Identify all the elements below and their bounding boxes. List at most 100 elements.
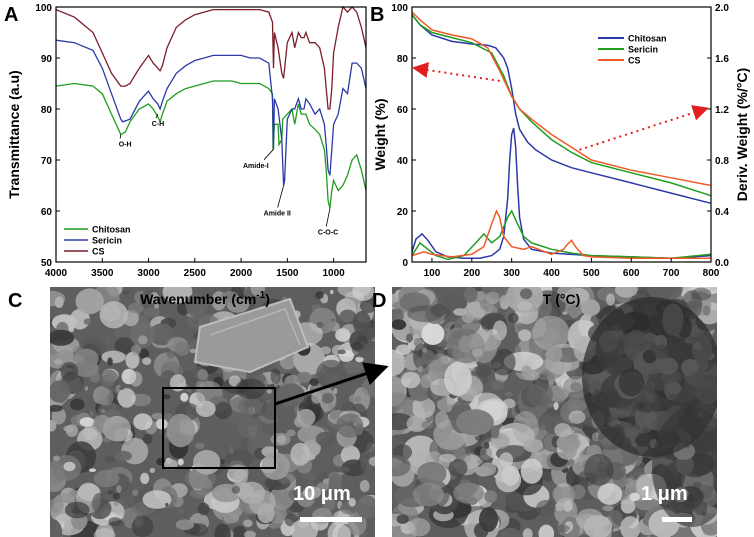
ftir-chart: 4000 3500 3000 2500 2000 1500 1000 50 60 70 80 90 10…	[6, 3, 367, 307]
sem-particle	[330, 318, 336, 322]
sem-particle	[392, 308, 404, 324]
sem-particle	[526, 382, 554, 408]
ftir-annotation-label: C-H	[152, 121, 164, 128]
tga-y2-axis-label: Deriv. Weight (%/°C)	[734, 68, 750, 201]
sem-particle	[114, 450, 132, 462]
sem-particle	[132, 489, 139, 496]
sem-particle	[93, 528, 116, 537]
sem-particle	[499, 527, 522, 537]
sem-particle	[174, 341, 190, 356]
sem-particle	[309, 378, 320, 386]
sem-particle	[237, 418, 263, 439]
sem-particle	[329, 410, 340, 420]
sem-particle	[71, 346, 85, 363]
ftir-annotation-leader	[119, 134, 122, 139]
tga-legend-entry: Sericin	[628, 45, 658, 55]
sem-particle	[214, 401, 232, 420]
sem-particle	[164, 459, 178, 470]
tga-y-axis-label: Weight (%)	[372, 98, 388, 170]
sem-particle	[339, 309, 357, 325]
sem-particle	[583, 515, 613, 537]
tga-x-tick-label: 700	[663, 268, 680, 279]
sem-particle	[104, 456, 117, 463]
sem-particle	[512, 411, 539, 444]
sem-particle	[177, 458, 184, 466]
sem-particle	[50, 518, 63, 537]
sem-particle	[143, 307, 161, 318]
sem-particle	[65, 424, 79, 437]
sem-particle	[165, 502, 169, 507]
sem-particle	[162, 287, 193, 304]
ftir-annotation-leader	[155, 113, 159, 119]
sem-particle	[197, 369, 208, 381]
sem-particle	[417, 461, 447, 486]
sem-particle	[455, 409, 494, 436]
sem-particle	[552, 487, 563, 501]
sem-particle	[140, 472, 150, 485]
sem-particle	[162, 394, 171, 400]
tga-y-tick-label: 60	[397, 105, 409, 116]
sem-particle	[567, 393, 587, 416]
sem-particle	[368, 456, 375, 467]
sem-particle	[501, 465, 520, 486]
sem-particle	[89, 410, 94, 417]
tga-x-tick-label: 100	[424, 268, 441, 279]
sem-particle	[63, 461, 76, 472]
panel-label-d: D	[372, 290, 387, 312]
sem-particle	[474, 364, 492, 378]
sem-particle	[231, 485, 241, 494]
sem-particle	[195, 400, 216, 417]
tga-legend-entry: Chitosan	[628, 34, 667, 44]
tga-y-tick-label: 80	[397, 54, 409, 65]
sem-particle	[361, 322, 375, 340]
tga-y-tick-label: 0	[402, 258, 408, 269]
sem-particle	[315, 291, 324, 299]
sem-particle	[149, 467, 155, 473]
sem-particle	[303, 486, 321, 499]
sem-particle	[584, 453, 614, 486]
sem-particle	[536, 499, 556, 517]
sem-particle	[89, 468, 96, 472]
sem-particle	[64, 501, 90, 519]
tga-deriv-line-sericin	[411, 209, 712, 261]
sem-particle	[151, 412, 165, 420]
sem-particle	[229, 448, 234, 455]
zoom-region-box	[162, 387, 276, 469]
tga-y2-tick-label: 1.2	[715, 105, 729, 116]
sem-particle	[491, 348, 516, 376]
sem-particle	[518, 329, 532, 342]
sem-particle	[125, 351, 140, 369]
sem-particle	[480, 462, 497, 476]
sem-texture-d	[392, 287, 717, 537]
sem-particle	[79, 417, 95, 427]
sem-particle	[69, 398, 85, 411]
sem-particle	[461, 306, 476, 324]
ftir-x-tick-label: 1000	[322, 268, 345, 279]
ftir-y-tick-label: 80	[41, 105, 53, 116]
sem-particle	[479, 507, 498, 532]
sem-particle	[431, 353, 449, 372]
sem-particle	[568, 410, 586, 424]
sem-particle	[491, 426, 500, 439]
tga-weight-line-chitosan	[411, 14, 712, 205]
sem-particle	[555, 524, 570, 533]
sem-particle	[629, 492, 640, 501]
sem-particle	[166, 350, 176, 359]
ftir-annotation-label: Amide II	[264, 211, 291, 218]
sem-particle	[50, 329, 75, 346]
sem-particle	[392, 319, 407, 330]
tga-x-tick-label: 200	[463, 268, 480, 279]
sem-particle	[155, 418, 168, 430]
sem-particle	[557, 287, 578, 304]
sem-particle	[332, 524, 351, 537]
sem-particle	[490, 379, 505, 391]
sem-particle	[481, 287, 509, 299]
sem-particle	[142, 357, 152, 365]
sem-particle	[333, 388, 338, 394]
tga-y-tick-label: 40	[397, 156, 409, 167]
sem-particle	[492, 444, 497, 448]
ftir-legend-entry: Sericin	[92, 236, 122, 246]
sem-particle	[276, 385, 281, 390]
sem-particle	[330, 289, 334, 295]
